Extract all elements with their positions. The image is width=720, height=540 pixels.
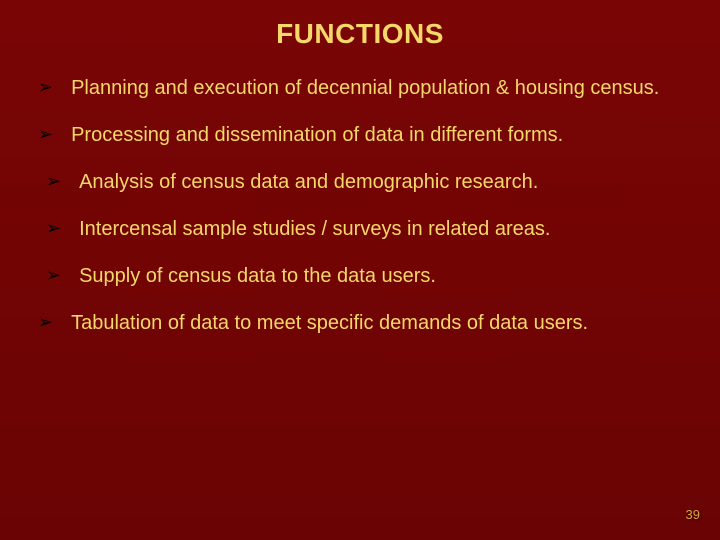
bullet-text: Planning and execution of decennial popu… xyxy=(71,76,659,101)
bullet-text: Analysis of census data and demographic … xyxy=(79,170,538,195)
bullet-arrow-icon: ➢ xyxy=(38,76,53,99)
bullet-item: ➢ Planning and execution of decennial po… xyxy=(38,76,690,101)
bullet-text: Processing and dissemination of data in … xyxy=(71,123,563,148)
bullet-item: ➢ Intercensal sample studies / surveys i… xyxy=(38,217,690,242)
page-number: 39 xyxy=(686,507,700,522)
slide-title: FUNCTIONS xyxy=(30,18,690,50)
slide-container: FUNCTIONS ➢ Planning and execution of de… xyxy=(0,0,720,540)
bullet-item: ➢ Analysis of census data and demographi… xyxy=(38,170,690,195)
bullet-arrow-icon: ➢ xyxy=(38,311,53,334)
bullet-item: ➢ Tabulation of data to meet specific de… xyxy=(38,311,690,336)
bullet-text: Supply of census data to the data users. xyxy=(79,264,436,289)
bullet-text: Intercensal sample studies / surveys in … xyxy=(79,217,550,242)
bullet-arrow-icon: ➢ xyxy=(46,170,61,193)
bullet-arrow-icon: ➢ xyxy=(38,123,53,146)
bullet-text: Tabulation of data to meet specific dema… xyxy=(71,311,588,336)
bullet-item: ➢ Supply of census data to the data user… xyxy=(38,264,690,289)
bullet-arrow-icon: ➢ xyxy=(46,217,61,240)
bullet-list: ➢ Planning and execution of decennial po… xyxy=(30,76,690,336)
bullet-item: ➢ Processing and dissemination of data i… xyxy=(38,123,690,148)
bullet-arrow-icon: ➢ xyxy=(46,264,61,287)
